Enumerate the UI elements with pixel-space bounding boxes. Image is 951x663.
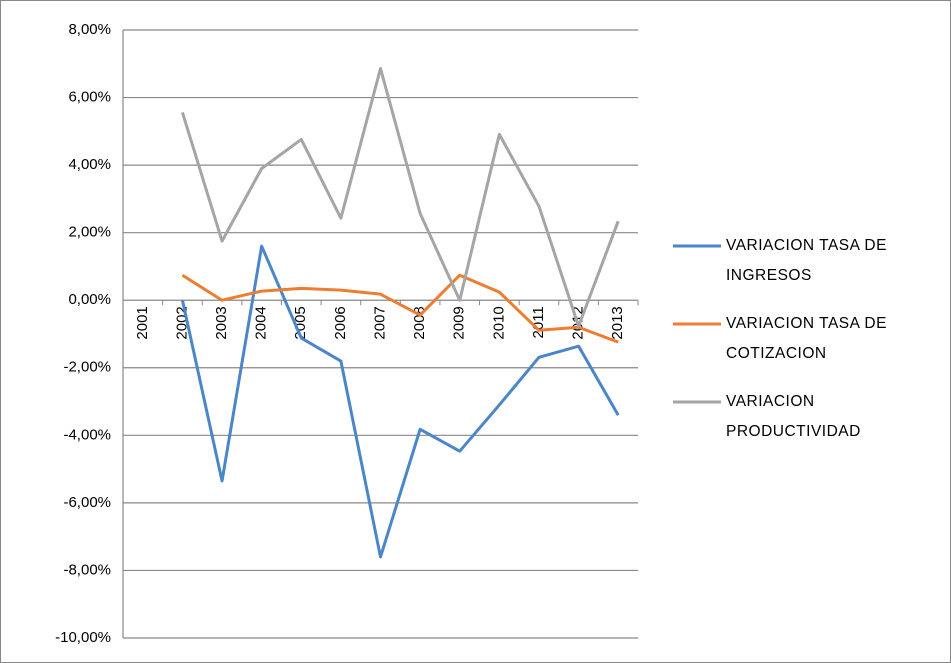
y-tick-label: -2,00%: [63, 359, 111, 376]
y-tick-label: 2,00%: [68, 224, 111, 241]
y-tick-label: 6,00%: [68, 89, 111, 106]
series-line: [181, 273, 619, 344]
y-tick-label: 4,00%: [68, 156, 111, 173]
series-line: [180, 244, 620, 559]
y-tick-label: -10,00%: [55, 629, 111, 646]
y-tick-label: 0,00%: [68, 291, 111, 308]
y-tick-label: -8,00%: [63, 561, 111, 578]
x-tick-label: 2006: [332, 306, 349, 339]
legend-label: VARIACION PRODUCTIVIDAD: [726, 393, 861, 440]
legend-label: VARIACION TASA DE COTIZACION: [726, 315, 887, 362]
y-tick-label: 8,00%: [68, 21, 111, 38]
legend-label: VARIACION TASA DE INGRESOS: [726, 237, 887, 284]
x-tick-label: 2010: [490, 306, 507, 339]
x-tick-label: 2007: [371, 306, 388, 339]
x-tick-label: 2013: [609, 306, 626, 339]
x-tick-label: 2003: [213, 306, 230, 339]
x-tick-label: 2008: [411, 306, 428, 339]
x-tick-label: 2004: [253, 306, 270, 339]
series-line: [180, 67, 620, 328]
x-tick-label: 2009: [451, 306, 468, 339]
x-tick-label: 2001: [134, 306, 151, 339]
y-tick-label: -6,00%: [63, 494, 111, 511]
y-tick-label: -4,00%: [63, 426, 111, 443]
x-tick-label: 2005: [292, 306, 309, 339]
